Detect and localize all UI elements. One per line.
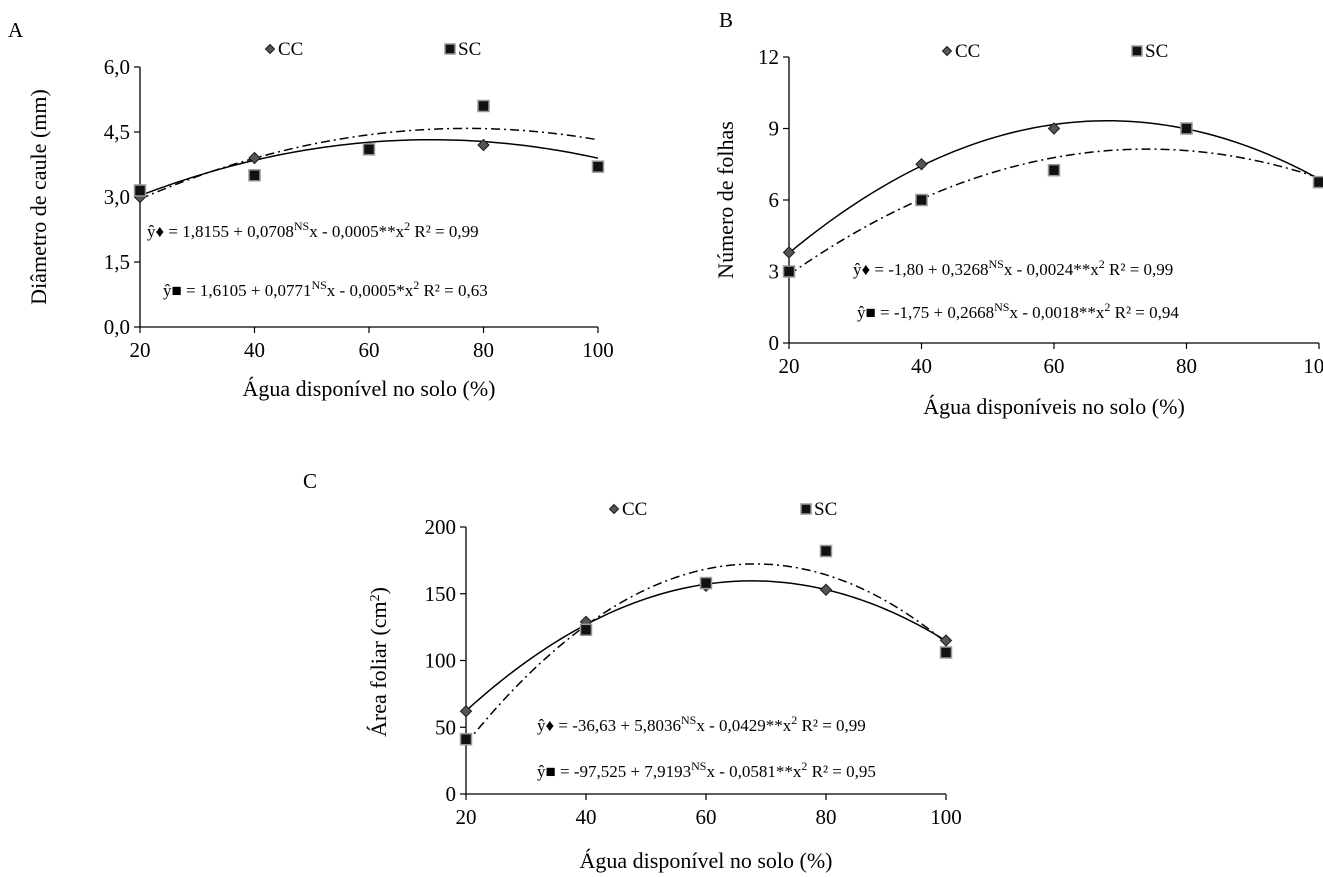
legend-label-sc: SC: [1145, 41, 1168, 62]
legend-marker-cc: [608, 503, 620, 515]
data-point-sc: [1312, 175, 1323, 189]
equation-cc: ŷ♦ = 1,8155 + 0,0708NSx - 0,0005**x2 R² …: [147, 219, 479, 241]
data-point-sc: [1180, 122, 1193, 135]
y-tick-label: 50: [435, 715, 456, 739]
legend-label-cc: CC: [622, 499, 647, 520]
y-tick-label: 1,5: [104, 250, 130, 274]
legend-marker-sc: [444, 43, 456, 55]
equation-cc: ŷ♦ = -36,63 + 5,8036NSx - 0,0429**x2 R² …: [537, 713, 866, 735]
x-tick-label: 40: [576, 805, 597, 829]
y-tick-label: 6,0: [104, 55, 130, 79]
x-tick-label: 80: [816, 805, 837, 829]
x-tick-label: 20: [456, 805, 477, 829]
data-point-cc: [939, 634, 953, 647]
fit-curve-cc: [465, 580, 947, 712]
y-tick-label: 12: [758, 45, 779, 69]
data-point-sc: [782, 265, 796, 278]
fit-curve-sc: [788, 148, 1320, 276]
x-axis-title: Água disponível no solo (%): [243, 376, 496, 401]
legend-label-sc: SC: [814, 499, 837, 520]
chart-panel-c: C 20 40 60 80 100 0 50 100 150 200 Água disponível …: [303, 469, 962, 873]
legend-label-sc: SC: [458, 39, 481, 60]
y-tick-label: 100: [425, 649, 457, 673]
data-point-cc: [819, 583, 833, 596]
x-tick-label: 100: [582, 338, 614, 362]
y-tick-label: 150: [425, 582, 457, 606]
legend-marker-sc: [1131, 45, 1143, 57]
data-point-sc: [699, 576, 713, 590]
data-point-sc: [819, 544, 833, 558]
fit-curve-cc: [788, 120, 1320, 254]
data-point-sc: [939, 646, 953, 659]
data-point-sc: [1047, 163, 1061, 177]
y-axis-title: Diâmetro de caule (mm): [26, 89, 51, 305]
chart-panel-a: A 20 40 60 80 100 0,0 1,5 3,0 4,5 6,0 Água disponív…: [8, 18, 614, 401]
legend-label-cc: CC: [955, 41, 980, 62]
data-point-cc: [915, 158, 928, 171]
legend-label-cc: CC: [278, 39, 303, 60]
panel-letter: B: [719, 8, 733, 32]
x-tick-label: 60: [1044, 354, 1065, 378]
y-tick-label: 4,5: [104, 120, 130, 144]
y-tick-label: 0,0: [104, 315, 130, 339]
y-tick-label: 0: [446, 782, 457, 806]
x-tick-label: 60: [696, 805, 717, 829]
panel-letter: A: [8, 18, 24, 42]
y-tick-label: 3,0: [104, 185, 130, 209]
y-tick-label: 0: [769, 331, 780, 355]
data-point-cc: [1047, 122, 1061, 135]
y-tick-label: 6: [769, 188, 780, 212]
x-axis-title: Água disponível no solo (%): [580, 848, 833, 873]
x-axis-title: Água disponíveis no solo (%): [923, 394, 1185, 419]
data-point-sc: [915, 193, 928, 207]
equation-sc: ŷ■ = -97,525 + 7,9193NSx - 0,0581**x2 R²…: [537, 759, 876, 781]
x-tick-label: 100: [1303, 354, 1323, 378]
x-tick-label: 40: [911, 354, 932, 378]
legend-marker-cc: [264, 43, 276, 55]
x-tick-label: 100: [930, 805, 962, 829]
data-point-cc: [782, 246, 796, 259]
y-axis-title: Número de folhas: [713, 121, 738, 279]
y-tick-label: 200: [425, 515, 457, 539]
legend-marker-cc: [941, 45, 953, 57]
chart-panel-b: B 20 40 60 80 100 0 3 6 9 12 Água disponíveis no so…: [713, 8, 1323, 419]
data-point-cc: [477, 138, 490, 152]
x-tick-label: 20: [779, 354, 800, 378]
x-tick-label: 80: [1176, 354, 1197, 378]
fit-curve-sc: [139, 127, 599, 200]
data-point-sc: [362, 143, 376, 156]
data-point-cc: [459, 705, 473, 718]
data-point-sc: [579, 623, 593, 637]
data-point-sc: [591, 160, 605, 173]
x-tick-label: 60: [359, 338, 380, 362]
x-tick-label: 80: [473, 338, 494, 362]
fit-curve-sc: [465, 563, 947, 745]
data-point-sc: [248, 169, 261, 182]
x-tick-label: 20: [130, 338, 151, 362]
x-tick-label: 40: [244, 338, 265, 362]
legend-marker-sc: [800, 503, 812, 515]
equation-sc: ŷ■ = -1,75 + 0,2668NSx - 0,0018**x2 R² =…: [857, 300, 1179, 322]
data-point-sc: [459, 733, 473, 746]
y-tick-label: 9: [769, 117, 780, 141]
y-tick-label: 3: [769, 260, 780, 284]
equation-sc: ŷ■ = 1,6105 + 0,0771NSx - 0,0005*x2 R² =…: [163, 278, 488, 300]
panel-letter: C: [303, 469, 317, 493]
data-point-sc: [477, 99, 490, 113]
data-point-cc: [248, 151, 261, 165]
data-point-sc: [133, 184, 147, 197]
equation-cc: ŷ♦ = -1,80 + 0,3268NSx - 0,0024**x2 R² =…: [853, 257, 1173, 279]
y-axis-title: Área foliar (cm2): [366, 587, 391, 737]
